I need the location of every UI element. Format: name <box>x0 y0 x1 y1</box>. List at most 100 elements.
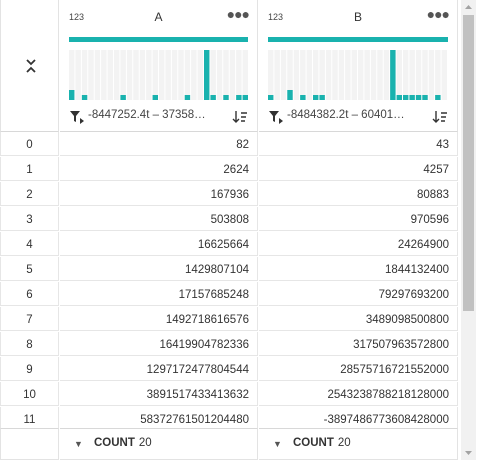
histogram-bar[interactable] <box>184 95 191 100</box>
cell-a[interactable]: 16625664 <box>60 232 258 256</box>
cell-a[interactable]: 82 <box>60 132 258 156</box>
more-options-icon[interactable]: ●●● <box>226 6 250 22</box>
column-header-a[interactable]: 123 A ●●● -8447252.4t – 37358… <box>60 0 258 132</box>
aggregate-label: COUNT <box>293 437 334 449</box>
vertical-scrollbar[interactable] <box>461 0 476 460</box>
range-filter[interactable]: -8484382.2t – 60401… <box>268 109 448 125</box>
sort-icon[interactable] <box>232 110 248 124</box>
histogram-bar[interactable] <box>210 95 216 100</box>
scroll-up-arrow-icon[interactable] <box>461 0 476 15</box>
histogram-bar[interactable] <box>81 95 88 100</box>
scrollbar-thumb[interactable] <box>463 15 474 311</box>
histogram-bar[interactable] <box>236 95 242 100</box>
table-row[interactable]: 2 167936 80883 <box>0 182 461 206</box>
histogram-bin-bg <box>101 50 107 100</box>
scroll-down-arrow-icon[interactable] <box>461 445 476 460</box>
histogram-bar[interactable] <box>435 95 441 100</box>
filter-icon[interactable] <box>268 110 284 124</box>
cell-b[interactable]: 43 <box>259 132 458 156</box>
histogram-bin-bg <box>415 50 422 100</box>
histogram-bar[interactable] <box>268 95 274 100</box>
cell-a[interactable]: 2624 <box>60 157 258 181</box>
more-options-icon[interactable]: ●●● <box>426 6 450 22</box>
histogram-bar[interactable] <box>403 95 409 100</box>
table-row[interactable]: 5 1429807104 1844132400 <box>0 257 461 281</box>
table-row[interactable]: 10 3891517433413632 2543238788218128000 <box>0 382 461 406</box>
grid-body[interactable]: 0 82 43 1 2624 4257 2 167936 80883 3 503… <box>0 132 461 428</box>
cell-a[interactable]: 1297172477804544 <box>60 357 258 381</box>
cell-b[interactable]: 2543238788218128000 <box>259 382 458 406</box>
cell-b[interactable]: 970596 <box>259 207 458 231</box>
histogram-bar[interactable] <box>409 95 415 100</box>
histogram-bar[interactable] <box>390 50 396 100</box>
histogram-bar[interactable] <box>313 95 319 100</box>
table-row[interactable]: 7 1492718616576 3489098500800 <box>0 307 461 331</box>
histogram-bin-bg <box>428 50 435 100</box>
histogram-bin-bg <box>332 50 338 100</box>
caret-down-icon[interactable]: ▼ <box>74 439 83 449</box>
histogram-bar[interactable] <box>69 90 75 100</box>
histogram-bar[interactable] <box>319 95 325 100</box>
column-histogram[interactable] <box>69 50 249 100</box>
histogram-bin-bg <box>313 50 319 100</box>
histogram-bin-bg <box>126 50 133 100</box>
histogram-bar[interactable] <box>242 95 248 100</box>
cell-a[interactable]: 17157685248 <box>60 282 258 306</box>
histogram-bar[interactable] <box>223 95 229 100</box>
collapse-icon[interactable] <box>25 58 37 74</box>
table-row[interactable]: 8 16419904782336 317507963572800 <box>0 332 461 356</box>
table-row[interactable]: 3 503808 970596 <box>0 207 461 231</box>
column-name: B <box>353 10 362 24</box>
histogram-bin-bg <box>69 50 75 100</box>
histogram-bar[interactable] <box>300 95 306 100</box>
histogram-bin-bg <box>435 50 441 100</box>
histogram-bin-bg <box>139 50 146 100</box>
cell-b[interactable]: 24264900 <box>259 232 458 256</box>
histogram-bar[interactable] <box>415 95 422 100</box>
column-header-b[interactable]: 123 B ●●● -8484382.2t – 60401… <box>259 0 458 132</box>
range-filter[interactable]: -8447252.4t – 37358… <box>69 109 248 125</box>
histogram-bin-bg <box>107 50 113 100</box>
histogram-bin-bg <box>325 50 332 100</box>
cell-a[interactable]: 58372761501204480 <box>60 407 258 428</box>
cell-b[interactable]: 79297693200 <box>259 282 458 306</box>
aggregate-count: 20 <box>138 437 152 449</box>
histogram-bin-bg <box>370 50 377 100</box>
histogram-bar[interactable] <box>396 95 402 100</box>
cell-b[interactable]: 1844132400 <box>259 257 458 281</box>
footer-aggregate-b[interactable]: ▼ COUNT 20 <box>259 428 458 460</box>
histogram-bar[interactable] <box>287 90 293 100</box>
row-index: 8 <box>0 332 59 356</box>
sort-icon[interactable] <box>432 110 448 124</box>
cell-a[interactable]: 1429807104 <box>60 257 258 281</box>
cell-b[interactable]: -3897486773608428000 <box>259 407 458 428</box>
table-row[interactable]: 4 16625664 24264900 <box>0 232 461 256</box>
table-row[interactable]: 9 1297172477804544 28575716721552000 <box>0 357 461 381</box>
cell-b[interactable]: 3489098500800 <box>259 307 458 331</box>
histogram-bar[interactable] <box>204 50 210 100</box>
cell-a[interactable]: 1492718616576 <box>60 307 258 331</box>
cell-a[interactable]: 167936 <box>60 182 258 206</box>
cell-a[interactable]: 503808 <box>60 207 258 231</box>
footer-aggregate-a[interactable]: ▼ COUNT 20 <box>60 428 258 460</box>
table-row[interactable]: 0 82 43 <box>0 132 461 156</box>
histogram-bin-bg <box>94 50 101 100</box>
histogram-bin-bg <box>114 50 120 100</box>
histogram-bin-bg <box>422 50 428 100</box>
cell-b[interactable]: 4257 <box>259 157 458 181</box>
cell-b[interactable]: 28575716721552000 <box>259 357 458 381</box>
column-histogram[interactable] <box>268 50 448 100</box>
histogram-bar[interactable] <box>120 95 126 100</box>
table-row[interactable]: 6 17157685248 79297693200 <box>0 282 461 306</box>
table-row[interactable]: 1 2624 4257 <box>0 157 461 181</box>
histogram-bar[interactable] <box>422 95 428 100</box>
cell-a[interactable]: 3891517433413632 <box>60 382 258 406</box>
histogram-bar[interactable] <box>152 95 158 100</box>
filter-icon[interactable] <box>69 110 85 124</box>
histogram-bin-bg <box>383 50 390 100</box>
table-row[interactable]: 11 58372761501204480 -389748677360842800… <box>0 407 461 428</box>
cell-b[interactable]: 317507963572800 <box>259 332 458 356</box>
caret-down-icon[interactable]: ▼ <box>273 439 282 449</box>
cell-b[interactable]: 80883 <box>259 182 458 206</box>
cell-a[interactable]: 16419904782336 <box>60 332 258 356</box>
